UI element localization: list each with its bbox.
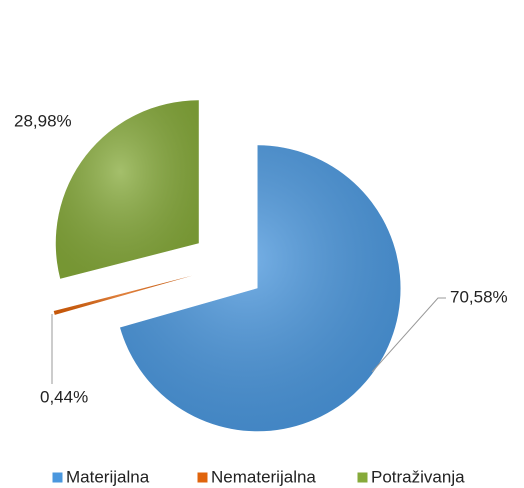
data-label: 70,58% [450,287,508,306]
pie-slice-shade [53,275,193,315]
leader-line [371,297,446,373]
legend-marker [196,471,209,484]
legend-label: Materijalna [66,467,150,486]
data-label: 28,98% [14,111,72,130]
legend-label: Potraživanja [371,467,465,486]
legend-label: Nematerijalna [211,467,316,486]
pie-slice-shade [120,145,401,432]
legend-marker [356,471,369,484]
data-label: 0,44% [40,387,88,406]
legend-marker [51,471,64,484]
pie-slice-shade [55,100,199,279]
